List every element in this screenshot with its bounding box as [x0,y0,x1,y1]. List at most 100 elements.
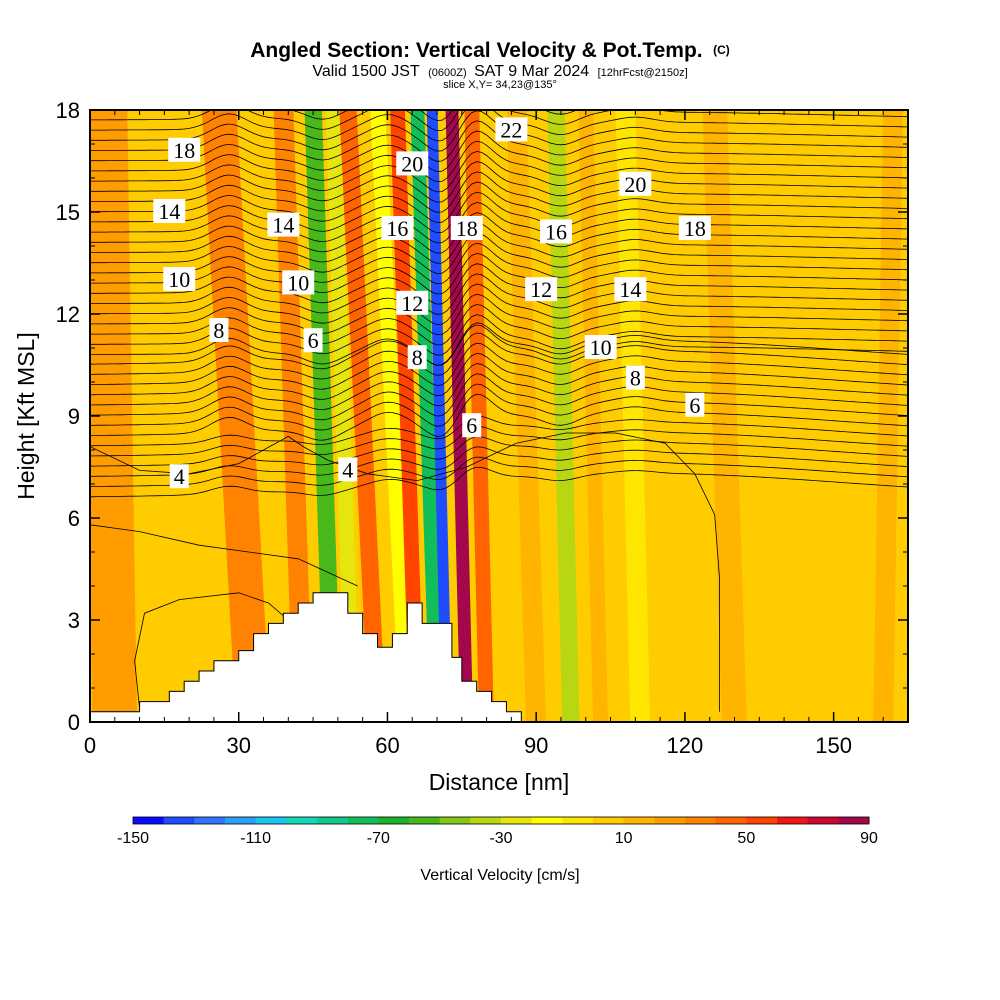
colorbar-tick-label-6: 90 [860,830,878,847]
velocity-band-9 [410,110,444,722]
contour-label-box-7 [540,219,573,244]
contour-label-11: 12 [401,291,423,316]
contour-label-3: 18 [173,138,195,163]
contour-label-box-19 [303,328,323,353]
slice-info: slice X,Y= 34,23@135° [443,79,557,91]
colorbar-segment-18 [685,817,717,824]
colorbar-segment-0 [133,817,165,824]
theta-contour-1 [90,456,908,487]
contour-label-box-12 [525,277,558,302]
contour-label-box-23 [338,457,358,482]
theta-contour-24 [90,222,908,264]
velocity-band-18 [791,110,836,722]
contour-label-9: 14 [272,213,294,238]
colorbar-segment-1 [163,817,195,824]
theta-contour-18 [90,283,908,325]
contour-label-box-13 [163,267,196,291]
contour-label-box-3 [168,137,201,162]
contour-label-box-1 [396,151,429,176]
colorbar-segment-4 [255,817,287,824]
colorbar-segment-14 [562,817,594,824]
x-axis-title: Distance [nm] [429,769,570,795]
plot-area: 22 20 20 18 18 18 16 16 14 14 14 12 12 10 10 10 8 8 8 6 6 6 4 4 [90,110,908,722]
contour-label-box-20 [462,413,482,438]
velocity-band-6 [339,110,386,722]
theta-contour-22 [90,242,908,285]
theta-contour-27 [90,191,908,234]
contour-label-box-5 [678,216,711,240]
velocity-band-16 [615,110,651,722]
axes: 0 30 60 90 120 150 0 3 6 9 12 15 18 [56,98,908,758]
colorbar-segment-2 [194,817,226,824]
colorbar-segment-23 [838,817,870,824]
contour-labels: 22 20 20 18 18 18 16 16 14 14 14 12 12 10 10 10 8 8 8 6 6 6 4 4 [153,117,711,489]
theta-contour-9 [90,363,908,411]
colorbar-tick-label-5: 50 [737,830,755,847]
theta-contour-5 [90,415,908,447]
theta-contour-11 [90,342,908,390]
theta-contour-36 [90,110,908,142]
theta-contour-3 [90,436,908,467]
chart-subtitle: Valid 1500 JST (0600Z) SAT 9 Mar 2024 [1… [312,63,687,80]
contour-label-19: 6 [308,328,319,353]
contour-label-box-0 [495,117,528,142]
y-tick-label-3: 9 [68,404,80,429]
contour-label-15: 10 [590,335,612,360]
theta-contour-17 [90,293,908,336]
contour-label-13: 10 [168,267,190,292]
chart-title: Angled Section: Vertical Velocity & Pot.… [250,39,730,62]
theta-contour-29 [90,171,908,213]
y-tick-label-5: 15 [56,200,80,225]
theta-contour-low-c [134,592,289,709]
theta-contour-10 [90,352,908,400]
contour-label-23: 4 [342,457,353,482]
contour-label-21: 6 [689,393,700,418]
y-tick-label-4: 12 [56,302,80,327]
colorbar-tick-label-4: 10 [615,830,633,847]
contour-label-20: 6 [466,413,477,438]
contour-label-12: 12 [530,277,552,302]
theta-contour-30 [90,161,908,203]
contour-label-17: 8 [412,345,423,370]
velocity-band-17 [702,110,747,722]
colorbar-segment-6 [317,817,349,824]
contour-label-8: 14 [158,199,180,224]
contour-label-18: 8 [630,366,641,391]
colorbar-segment-15 [593,817,625,824]
colorbar-segment-7 [347,817,379,824]
theta-contour-26 [90,202,908,244]
theta-contour-low-a [90,432,721,712]
theta-contour-4 [90,426,908,457]
theta-contour-7 [90,383,908,431]
colorbar-segment-22 [807,817,839,824]
contour-label-2: 20 [624,172,646,197]
colorbar-segment-16 [623,817,655,824]
x-tick-label-5: 150 [815,733,852,758]
y-axis-title: Height [Kft MSL] [13,332,39,499]
colorbar-segment-11 [470,817,502,824]
velocity-band-4 [304,110,342,722]
contour-label-box-21 [685,392,705,417]
colorbar-segment-3 [225,817,257,824]
x-tick-label-4: 120 [667,733,704,758]
terrain [90,592,908,722]
colorbar-segment-13 [531,817,563,824]
contour-label-box-10 [614,277,647,302]
y-tick-label-0: 0 [68,710,80,735]
velocity-band-2 [201,110,271,722]
colorbar-segment-20 [746,817,778,824]
colorbar-segment-12 [501,817,533,824]
velocity-band-7 [370,110,415,722]
contour-label-box-17 [407,345,427,370]
contour-label-5: 18 [684,216,706,241]
theta-contour-37 [90,110,908,132]
contour-label-box-16 [209,318,229,342]
contour-label-box-18 [625,365,645,390]
theta-contour-23 [90,232,908,274]
colorbar-tick-label-0: -150 [117,830,149,847]
theta-contour-12 [90,332,908,380]
contour-label-16: 8 [213,318,224,343]
y-tick-label-1: 3 [68,608,80,633]
theta-contour-31 [90,151,908,193]
